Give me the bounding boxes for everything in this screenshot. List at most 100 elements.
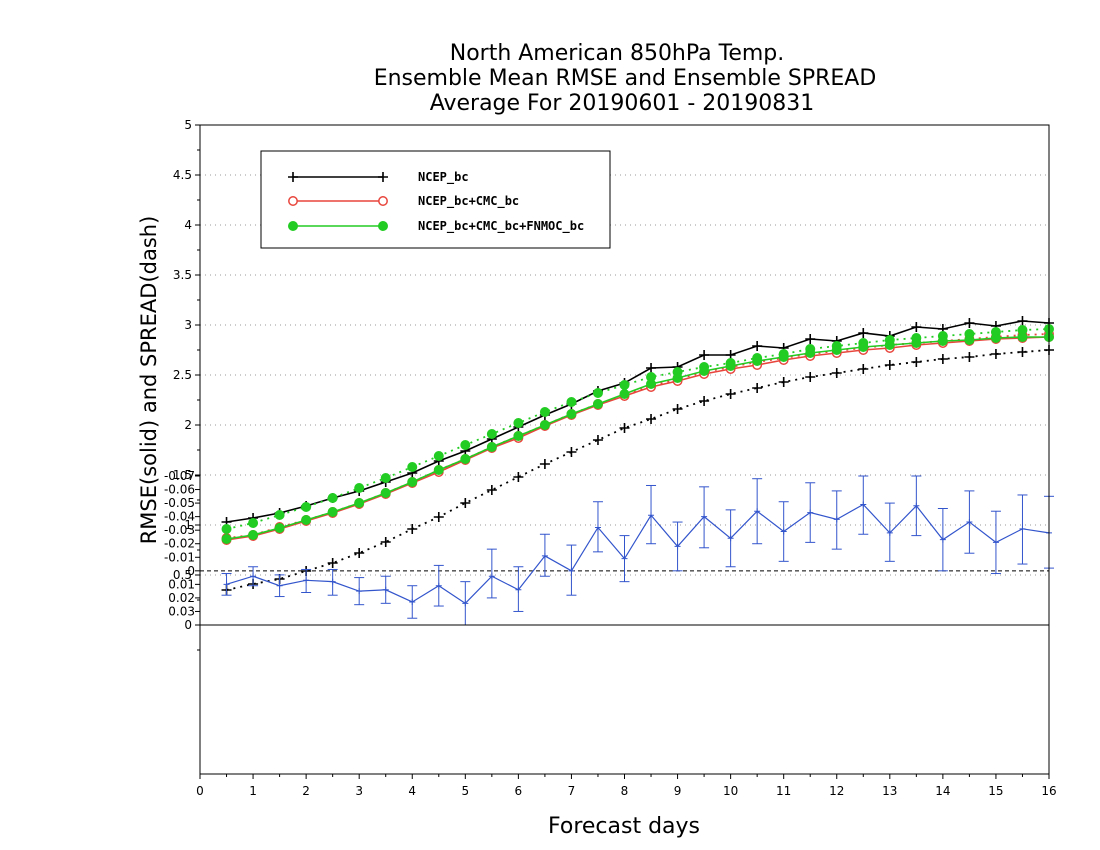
series-2-rmse-point-10 [486, 442, 497, 452]
x-tick-label-9: 9 [674, 784, 682, 798]
diff-y-tick-label-1: 0.02 [168, 591, 195, 605]
series-0-spread-point-26 [911, 357, 922, 367]
series-0-spread-point-15 [619, 423, 630, 433]
legend-label-0: NCEP_bc [418, 170, 469, 185]
series-2-rmse-point-18 [699, 366, 710, 376]
series-2-spread-point-10 [486, 429, 497, 439]
series-2-spread-point-6 [380, 473, 391, 483]
series-2-spread-point-2 [274, 510, 285, 520]
legend-marker-right-2 [378, 221, 388, 231]
series-2-rmse-point-17 [672, 373, 683, 383]
series-0-spread-point-4 [327, 558, 338, 568]
chart-title-line-2: Ensemble Mean RMSE and Ensemble SPREAD [374, 66, 877, 91]
y-tick-label-8: 4 [184, 218, 192, 232]
series-2-rmse-point-9 [460, 454, 471, 464]
diff-point-20 [754, 508, 761, 515]
series-2 [221, 324, 1054, 544]
legend-marker-right-0 [378, 172, 388, 182]
series-0-spread-point-12 [539, 459, 550, 469]
diff-point-28 [966, 519, 973, 526]
legend-marker-left-0 [288, 172, 298, 182]
diff-line [226, 503, 1050, 605]
series-0-spread-point-19 [725, 389, 736, 399]
series-0-spread-point-30 [1017, 347, 1028, 357]
diff-point-9 [462, 600, 469, 607]
series-2-rmse-point-21 [778, 352, 789, 362]
diff-point-3 [303, 577, 310, 584]
series-0-spread-point-10 [486, 485, 497, 495]
legend-label-1: NCEP_bc+CMC_bc [418, 194, 519, 209]
series-2-rmse-point-0 [221, 534, 232, 544]
diff-point-6 [382, 586, 389, 593]
diff-point-25 [886, 529, 893, 536]
x-tick-label-11: 11 [776, 784, 791, 798]
series-2-spread-point-7 [407, 462, 418, 472]
x-tick-label-14: 14 [935, 784, 950, 798]
diff-y-tick-label-9: -0.06 [164, 483, 195, 497]
series-2-spread-point-4 [327, 493, 338, 503]
series-2-rmse-point-30 [1017, 332, 1028, 342]
series-2-spread-point-3 [301, 502, 312, 512]
diff-point-27 [939, 536, 946, 543]
diff-point-21 [780, 528, 787, 535]
diff-y-tick-label-5: -0.02 [164, 537, 195, 551]
series-0-spread-point-6 [380, 537, 391, 547]
diff-y-tick-label-8: -0.05 [164, 496, 195, 510]
series-0-spread-point-14 [592, 435, 603, 445]
series-2-spread-point-14 [592, 388, 603, 398]
series-2-rmse-point-8 [433, 465, 444, 475]
diff-point-18 [701, 513, 708, 520]
axes: 00.511.522.533.544.550.030.020.010-0.01-… [164, 118, 1057, 798]
diff-point-13 [568, 567, 575, 574]
diff-point-11 [515, 586, 522, 593]
diff-point-17 [674, 543, 681, 550]
y-tick-label-5: 2.5 [173, 368, 192, 382]
series-2-spread-point-11 [513, 418, 524, 428]
series-2-spread-point-1 [248, 518, 259, 528]
series-2-rmse-point-29 [990, 333, 1001, 343]
diff-point-12 [541, 552, 548, 559]
series-0-spread-point-28 [964, 352, 975, 362]
diff-y-tick-label-3: 0 [187, 564, 195, 578]
diff-y-tick-label-2: 0.01 [168, 577, 195, 591]
x-tick-label-7: 7 [568, 784, 576, 798]
x-tick-label-1: 1 [249, 784, 257, 798]
series-0-spread-point-5 [354, 548, 365, 558]
x-tick-label-6: 6 [515, 784, 523, 798]
diff-point-19 [727, 535, 734, 542]
diff-point-16 [648, 512, 655, 519]
series-0-rmse-point-18 [699, 350, 710, 360]
x-tick-label-2: 2 [302, 784, 310, 798]
diff-point-7 [409, 598, 416, 605]
series-2-rmse-point-15 [619, 389, 630, 399]
series-2-rmse-point-1 [248, 530, 259, 540]
series-2-rmse-point-23 [831, 345, 842, 355]
series-0-spread-point-13 [566, 447, 577, 457]
y-tick-label-7: 3.5 [173, 268, 192, 282]
legend-box [260, 150, 611, 249]
series-0-spread-point-22 [805, 372, 816, 382]
series-2-rmse-point-12 [539, 420, 550, 430]
series-0-spread-point-20 [752, 383, 763, 393]
series-2-rmse-point-2 [274, 523, 285, 533]
x-tick-label-13: 13 [882, 784, 897, 798]
series-0-rmse-point-24 [858, 328, 869, 338]
legend-marker-right-1 [378, 196, 388, 206]
series-0-spread-point-16 [646, 414, 657, 424]
series-0-spread-point-8 [433, 512, 444, 522]
x-tick-label-15: 15 [988, 784, 1003, 798]
series-2-spread-point-5 [354, 483, 365, 493]
diff-point-23 [833, 516, 840, 523]
series-0-spread-point-9 [460, 498, 471, 508]
series-2-spread-point-9 [460, 440, 471, 450]
series-2-spread-point-8 [433, 451, 444, 461]
y-tick-label-1: 0.5 [173, 568, 192, 582]
legend-marker-left-1 [288, 196, 298, 206]
series-0-spread-point-25 [884, 360, 895, 370]
series-0-rmse-point-26 [911, 322, 922, 332]
series-0-rmse-point-22 [805, 334, 816, 344]
series-2-spread-point-13 [566, 397, 577, 407]
series-0-spread-point-27 [937, 354, 948, 364]
series-2-rmse-point-6 [380, 488, 391, 498]
